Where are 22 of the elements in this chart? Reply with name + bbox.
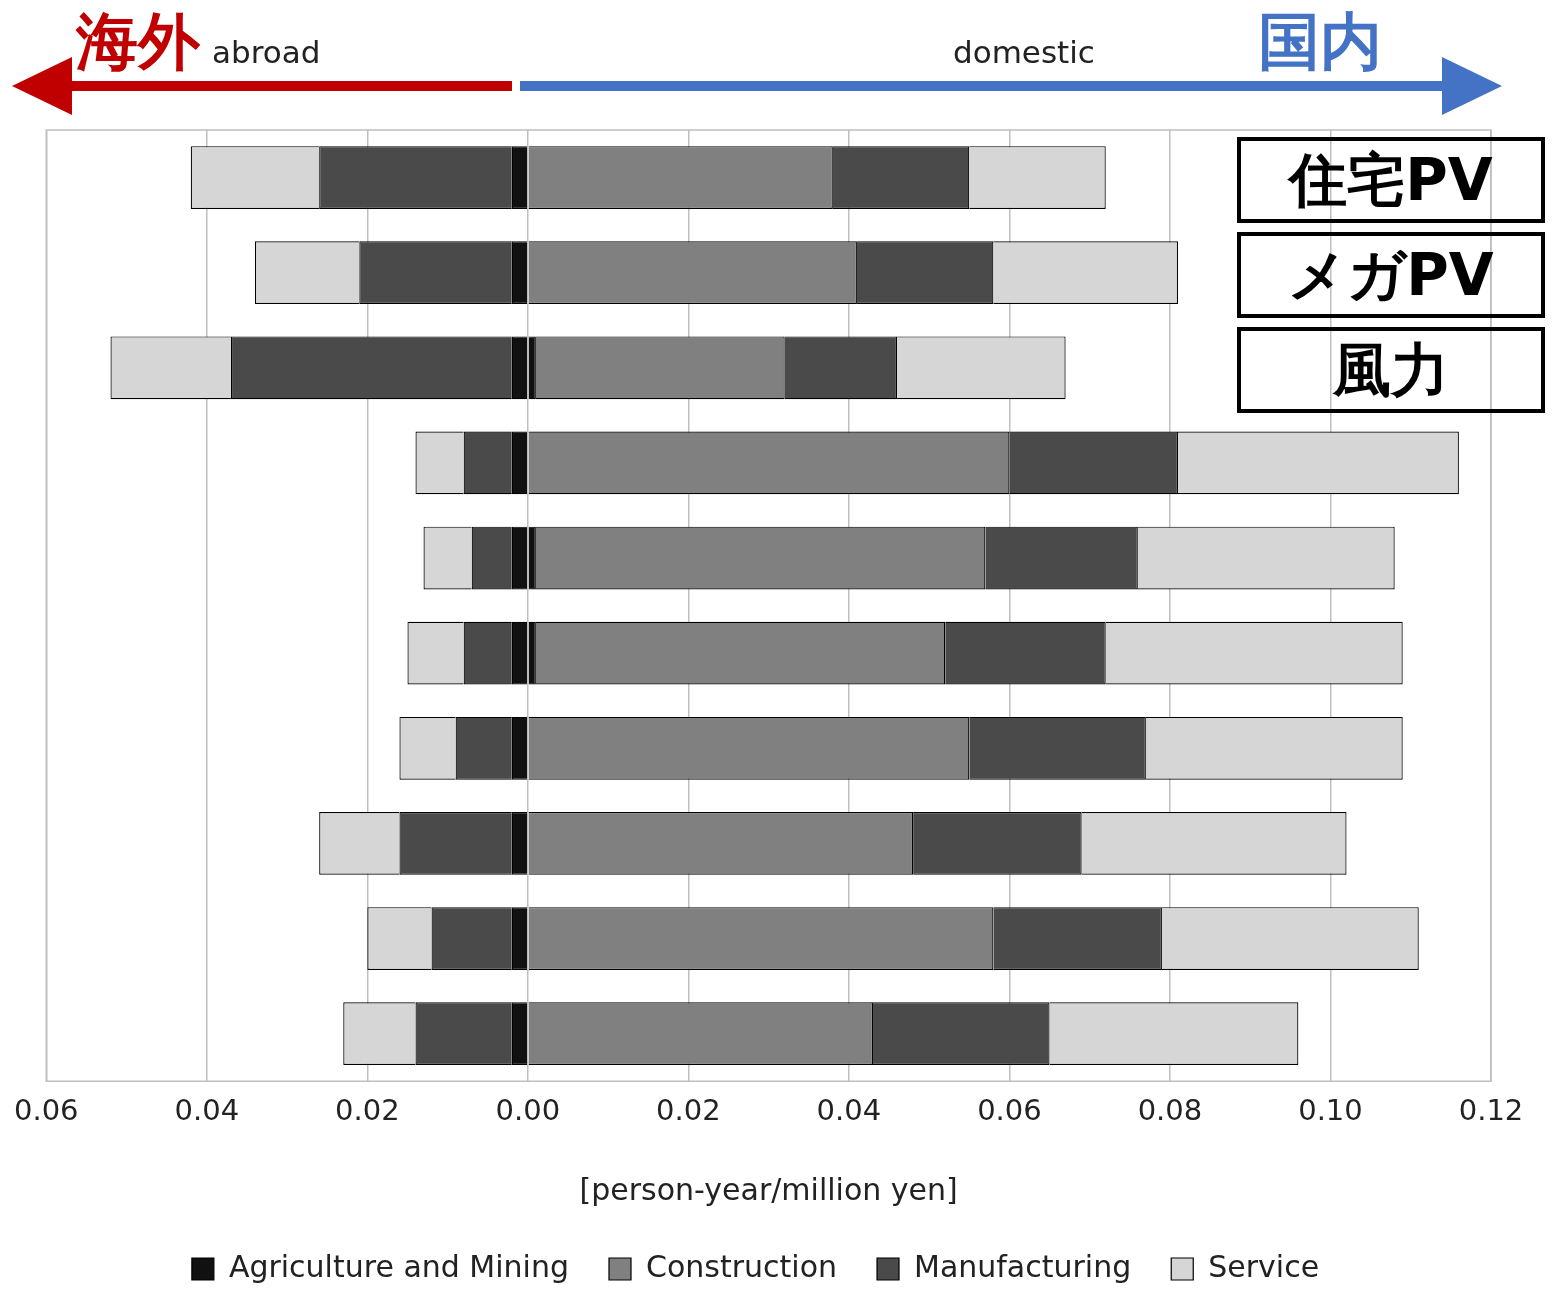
x-tick-label: 0.06 [14,1093,79,1128]
legend-label: Construction [646,1248,838,1284]
y-tick-label: メガPV [1237,231,1545,318]
x-tick-label: 0.08 [1137,1093,1203,1128]
y-tick-label: 住宅PV [1237,136,1545,223]
x-tick-label: 0.00 [495,1093,561,1128]
text: abroad [212,34,321,70]
x-axis-title: [person-year/million yen] [579,1171,958,1207]
x-tick-label: 0.02 [335,1093,400,1128]
x-tick-label: 0.04 [816,1093,882,1128]
text: 海外 [76,4,200,80]
x-tick-label: 0.04 [174,1093,240,1128]
x-tick-label: 0.10 [1298,1093,1363,1128]
x-tick-label: 0.02 [656,1093,721,1128]
legend-label: Agriculture and Mining [228,1248,569,1284]
x-tick-label: 0.06 [977,1093,1042,1128]
legend-label: Manufacturing [914,1248,1132,1284]
y-tick-label: 風力 [1237,326,1545,413]
legend-label: Service [1208,1248,1320,1284]
text: 国内 [1258,4,1382,80]
text: domestic [953,34,1095,70]
x-tick-label: 0.12 [1458,1093,1524,1128]
